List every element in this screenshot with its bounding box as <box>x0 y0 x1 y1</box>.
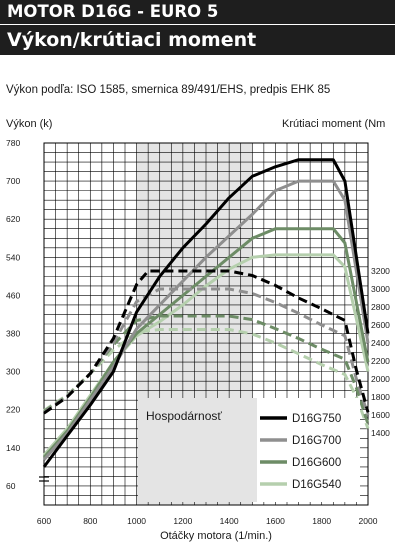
x-tick-label: 1800 <box>312 516 331 526</box>
legend-label-d16g600: D16G600 <box>292 457 341 469</box>
y2-tick-label: 3000 <box>371 284 390 294</box>
y-tick-label: 700 <box>6 176 20 186</box>
legend-label-d16g700: D16G700 <box>292 435 341 447</box>
y2-tick-label: 3200 <box>371 266 390 276</box>
y2-tick-label: 2400 <box>371 338 390 348</box>
y2-tick-label: 2800 <box>371 302 390 312</box>
title-bar: MOTOR D16G - EURO 5 <box>0 0 395 24</box>
engine-title: MOTOR D16G - EURO 5 <box>7 2 219 21</box>
x-axis-label: Otáčky motora (1/min.) <box>160 530 272 542</box>
y-tick-label: 60 <box>6 481 16 491</box>
power-line-d16g600 <box>42 227 370 459</box>
x-tick-label: 800 <box>83 516 97 526</box>
y-tick-label: 540 <box>6 252 20 262</box>
y-tick-label: 460 <box>6 290 20 300</box>
y2-tick-label: 1600 <box>371 410 390 420</box>
band-label: Hospodárnosť <box>146 409 222 423</box>
y-tick-label: 780 <box>6 138 20 148</box>
y2-tick-label: 2200 <box>371 356 390 366</box>
y2-tick-label: 2000 <box>371 374 390 384</box>
standard-description: Výkon podľa: ISO 1585, smernica 89/491/E… <box>6 84 331 96</box>
y2-tick-label: 2600 <box>371 320 390 330</box>
legend-label-d16g750: D16G750 <box>292 413 341 425</box>
y2-tick-label: 1400 <box>371 428 390 438</box>
torque-line-d16g540 <box>43 328 370 430</box>
x-tick-label: 1200 <box>173 516 192 526</box>
torque-line-d16g700 <box>43 287 370 416</box>
x-tick-label: 1400 <box>220 516 239 526</box>
y-tick-label: 140 <box>6 443 20 453</box>
y-axis-label: Výkon (k) <box>6 118 52 130</box>
x-tick-label: 2000 <box>359 516 378 526</box>
y-tick-label: 300 <box>6 367 20 377</box>
y-tick-label: 620 <box>6 214 20 224</box>
y2-axis-label: Krútiaci moment (Nm <box>282 118 385 130</box>
power-line-d16g700 <box>42 179 370 461</box>
legend-label-d16g540: D16G540 <box>292 479 341 491</box>
subtitle-bar: Výkon/krútiaci moment <box>0 25 395 55</box>
x-tick-label: 1000 <box>127 516 146 526</box>
y2-tick-label: 1800 <box>371 392 390 402</box>
y-tick-label: 220 <box>6 405 20 415</box>
x-tick-label: 1600 <box>266 516 285 526</box>
chart-subtitle: Výkon/krútiaci moment <box>7 29 257 51</box>
y-tick-label: 380 <box>6 329 20 339</box>
legend-band-area <box>138 398 257 502</box>
power-line-d16g750 <box>42 158 370 468</box>
x-tick-label: 600 <box>37 516 51 526</box>
